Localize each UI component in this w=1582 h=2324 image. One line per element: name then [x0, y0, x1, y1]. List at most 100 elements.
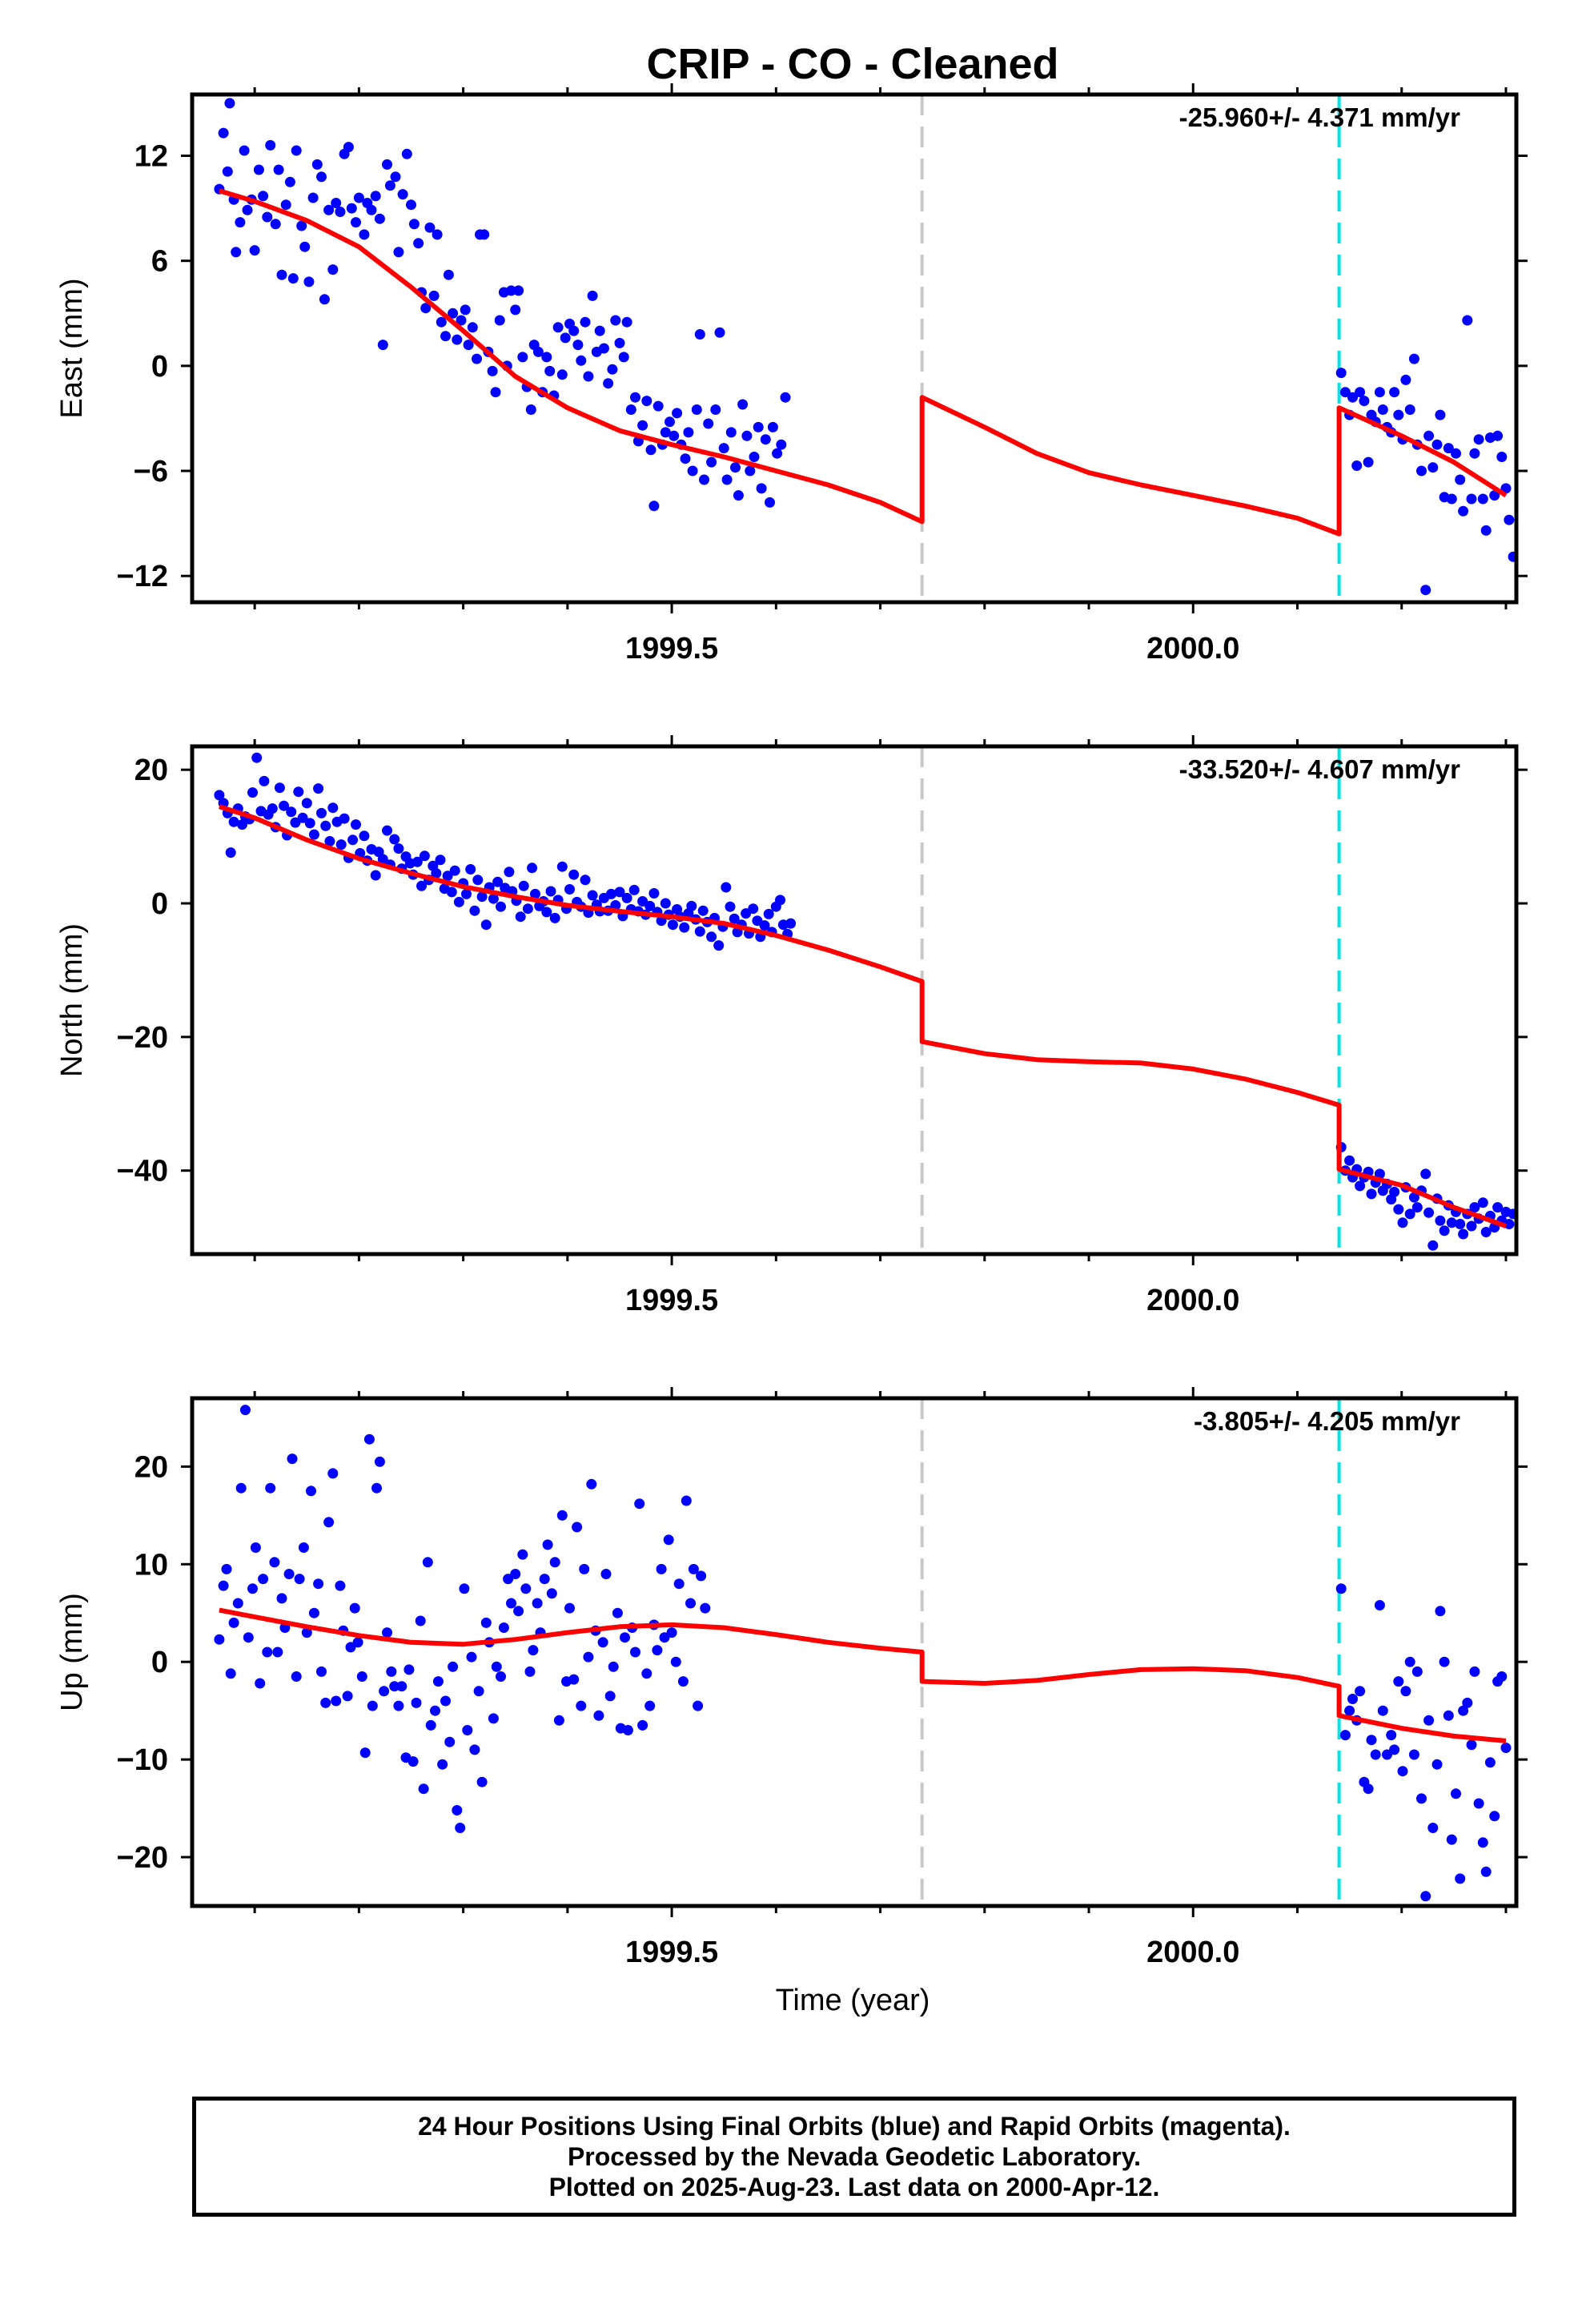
data-point: [396, 1681, 408, 1692]
data-point: [231, 247, 242, 258]
data-point: [1344, 1155, 1355, 1166]
data-point: [1496, 452, 1508, 462]
data-point: [683, 427, 694, 438]
data-point: [706, 456, 717, 468]
data-point: [1427, 1823, 1439, 1833]
data-point: [359, 229, 370, 240]
data-point: [283, 1569, 295, 1579]
data-point: [476, 1776, 488, 1787]
data-point: [532, 1598, 543, 1609]
data-point: [352, 1637, 363, 1648]
data-point: [461, 888, 472, 899]
data-point: [696, 1570, 707, 1582]
data-point: [765, 497, 775, 508]
footer-box: 24 Hour Positions Using Final Orbits (bl…: [192, 2097, 1516, 2217]
data-point: [1466, 1220, 1477, 1232]
data-point: [568, 869, 580, 880]
data-point: [1423, 430, 1435, 441]
data-point: [1393, 1676, 1404, 1687]
data-point: [1355, 387, 1366, 398]
data-point: [490, 387, 501, 398]
data-point: [1477, 1837, 1488, 1848]
data-point: [597, 1637, 608, 1648]
data-point: [1374, 1600, 1385, 1610]
data-point: [560, 332, 571, 344]
data-point: [247, 787, 258, 798]
data-point: [460, 304, 471, 316]
data-point: [243, 1632, 254, 1643]
data-point: [525, 404, 536, 415]
data-point: [353, 192, 364, 203]
data-point: [586, 1478, 597, 1490]
velocity-rate-label: -33.520+/- 4.607 mm/yr: [1179, 754, 1460, 784]
data-point: [556, 1510, 568, 1521]
data-point: [316, 1666, 327, 1677]
data-point: [459, 1583, 470, 1594]
data-point: [1458, 505, 1469, 517]
data-point: [1411, 1202, 1423, 1213]
data-point: [1351, 460, 1363, 471]
y-tick-label: 12: [135, 140, 168, 174]
data-point: [1344, 1705, 1355, 1716]
data-point: [311, 159, 323, 170]
y-axis-label: North (mm): [55, 923, 89, 1077]
data-point: [572, 1522, 583, 1533]
data-point: [510, 304, 521, 316]
data-point: [1439, 1225, 1450, 1236]
data-point: [737, 399, 749, 410]
data-point: [1435, 409, 1446, 420]
data-point: [625, 404, 636, 415]
data-point: [694, 329, 705, 340]
data-point: [345, 1642, 356, 1653]
data-point: [316, 171, 327, 183]
data-point: [346, 203, 357, 214]
data-point: [299, 241, 311, 252]
data-point: [359, 1747, 371, 1759]
data-point: [1359, 396, 1370, 407]
data-point: [453, 896, 464, 907]
data-point: [1446, 1217, 1457, 1228]
data-point: [1363, 1783, 1374, 1795]
data-point: [1397, 1217, 1408, 1228]
data-point: [397, 189, 408, 200]
data-point: [549, 1557, 560, 1568]
data-point: [556, 861, 568, 872]
data-point: [377, 854, 388, 865]
y-tick-label: −40: [117, 1155, 168, 1188]
data-point: [235, 217, 246, 228]
data-point: [293, 786, 304, 798]
data-point: [725, 427, 737, 438]
y-tick-label: 6: [151, 245, 168, 279]
data-point: [251, 752, 263, 763]
data-point: [452, 1805, 463, 1815]
data-point: [339, 813, 350, 824]
data-point: [476, 891, 488, 903]
data-point: [416, 880, 427, 891]
data-point: [644, 1700, 656, 1711]
data-point: [218, 1580, 229, 1591]
data-point: [327, 264, 339, 275]
data-point: [1443, 1710, 1454, 1721]
data-point: [1370, 1749, 1381, 1760]
data-point: [544, 365, 556, 376]
data-point: [699, 474, 709, 485]
data-point: [393, 1700, 404, 1711]
data-point: [456, 315, 467, 326]
data-point: [465, 864, 476, 875]
data-point: [276, 1593, 287, 1604]
data-point: [1508, 1208, 1516, 1220]
data-point: [432, 229, 443, 240]
data-point: [228, 1617, 239, 1628]
data-point: [556, 369, 568, 380]
data-point: [1404, 1656, 1415, 1667]
data-point: [390, 171, 401, 183]
data-point: [1462, 1697, 1473, 1708]
data-point: [1431, 1759, 1443, 1770]
data-point: [614, 337, 625, 348]
data-point: [645, 444, 656, 456]
data-point: [587, 290, 598, 301]
y-tick-label: −20: [117, 1841, 168, 1875]
data-point: [304, 818, 315, 829]
data-point: [503, 1574, 514, 1585]
data-point: [382, 1627, 392, 1638]
